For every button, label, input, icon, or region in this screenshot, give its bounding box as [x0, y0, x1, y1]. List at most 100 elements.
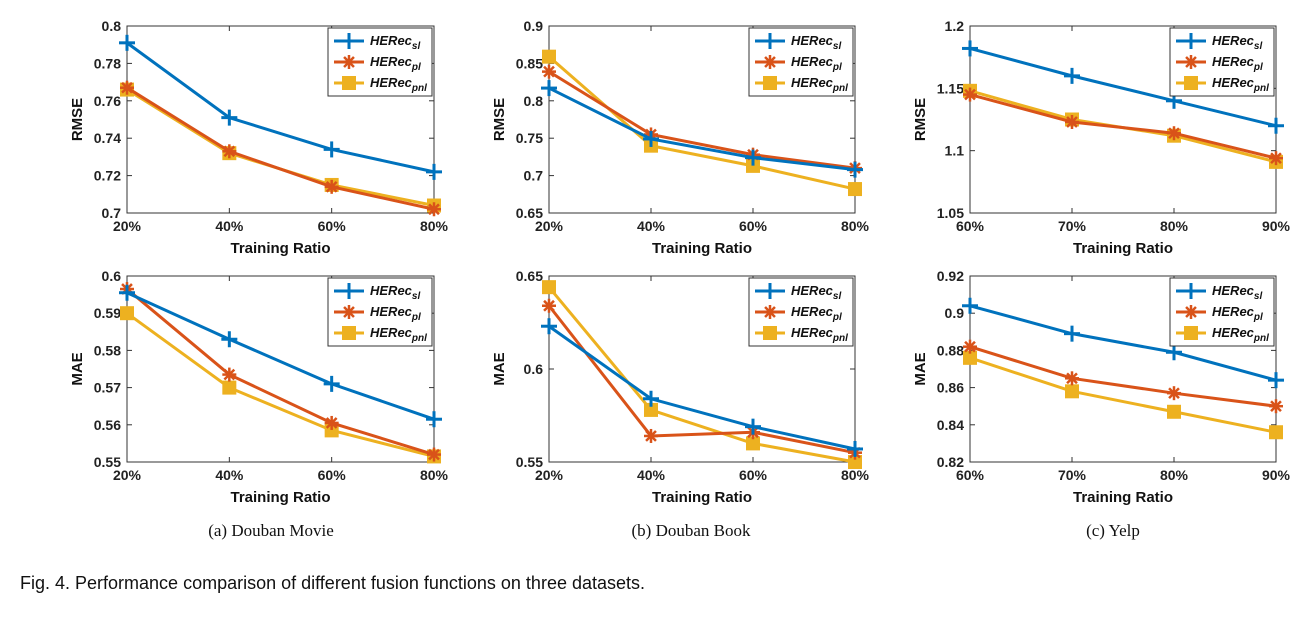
series-line-pnl	[547, 286, 856, 464]
y-axis-label: RMSE	[69, 98, 86, 141]
x-tick-label: 40%	[215, 467, 244, 483]
x-tick-label: 60%	[318, 467, 347, 483]
y-tick-label: 0.58	[94, 342, 121, 358]
y-tick-label: 0.82	[937, 454, 964, 470]
chart-1: 0.7 0.72 0.74 0.76 0.78 0.8 20% 40% 60% 80% Traini…	[69, 18, 449, 257]
x-axis-label: Training Ratio	[1073, 489, 1173, 506]
series-line-sl	[548, 86, 856, 172]
legend-marker-pnl	[763, 76, 777, 90]
y-tick-label: 1.2	[945, 18, 965, 34]
legend: HERecsl HERecpl HERecpnl	[748, 277, 854, 347]
data-point-sl	[119, 34, 135, 51]
y-tick-label: 0.84	[937, 417, 964, 433]
legend-marker-pl	[763, 305, 777, 319]
legend-marker-pl	[1184, 55, 1198, 69]
legend-marker-pl	[1184, 305, 1198, 319]
data-point-sl	[541, 318, 557, 335]
x-axis-label: Training Ratio	[652, 489, 752, 506]
data-point-pl	[222, 144, 237, 159]
legend-label-sl: HERecsl	[370, 283, 420, 302]
data-point-sl	[745, 149, 761, 166]
data-point-pl	[1065, 114, 1079, 129]
legend-label-pl: HERecpl	[791, 54, 842, 73]
legend: HERecsl HERecpl HERecpnl	[1169, 277, 1275, 347]
data-point-pnl	[1167, 404, 1181, 419]
subcaption-douban-movie: (a) Douban Movie	[208, 521, 334, 540]
chart-3: 1.05 1.1 1.15 1.2 60% 70% 80% 90% Training Ratio…	[912, 18, 1291, 257]
y-tick-label: 0.86	[937, 380, 964, 396]
series-line-pl	[969, 345, 1277, 408]
legend-marker-sl	[762, 283, 778, 299]
y-tick-label: 0.65	[516, 268, 543, 284]
series-line-sl	[126, 291, 435, 421]
y-tick-label: 1.15	[937, 80, 964, 96]
series-line-pl	[547, 304, 856, 455]
y-axis-label: MAE	[491, 352, 508, 385]
legend-label-sl: HERecsl	[1212, 283, 1262, 302]
data-point-sl	[221, 331, 238, 348]
x-tick-label: 60%	[739, 467, 768, 483]
x-tick-label: 60%	[739, 218, 768, 234]
data-point-sl	[1268, 372, 1284, 389]
legend-label-pnl: HERecpnl	[1212, 325, 1269, 344]
x-tick-label: 20%	[535, 218, 564, 234]
data-point-pnl	[1269, 425, 1283, 440]
y-tick-label: 0.55	[94, 454, 121, 470]
y-tick-label: 0.74	[94, 130, 121, 146]
data-point-pl	[1167, 386, 1181, 401]
x-axis-label: Training Ratio	[230, 240, 330, 257]
data-point-pl	[542, 298, 556, 313]
y-tick-label: 0.78	[94, 55, 121, 71]
legend-label-pnl: HERecpnl	[370, 325, 427, 344]
series-line-pl	[548, 70, 856, 170]
data-point-pnl	[542, 49, 556, 64]
legend-marker-sl	[762, 33, 778, 49]
series-line-pl	[969, 93, 1277, 160]
legend-marker-pnl	[342, 326, 356, 340]
y-tick-label: 0.92	[937, 268, 964, 284]
legend-marker-sl	[1183, 33, 1199, 49]
data-point-pl	[427, 447, 441, 462]
legend-marker-sl	[341, 33, 357, 49]
data-point-pl	[324, 415, 339, 430]
legend-label-pl: HERecpl	[370, 54, 421, 73]
x-tick-label: 70%	[1058, 218, 1087, 234]
x-tick-label: 40%	[215, 218, 244, 234]
series-line-pl	[126, 86, 435, 211]
data-point-sl	[962, 40, 978, 57]
y-tick-label: 0.85	[516, 55, 543, 71]
data-point-sl	[1064, 67, 1080, 84]
y-tick-label: 0.6	[102, 268, 122, 284]
legend-marker-pl	[342, 55, 356, 69]
series-line-sl	[548, 324, 856, 451]
chart-2: 0.65 0.7 0.75 0.8 0.85 0.9 20% 40% 60% 80% Trainin…	[491, 18, 870, 257]
legend-label-sl: HERecsl	[370, 33, 420, 52]
legend-label-pl: HERecpl	[791, 304, 842, 323]
y-tick-label: 0.59	[94, 305, 121, 321]
series-line-sl	[126, 41, 435, 174]
subcaption-yelp: (c) Yelp	[1086, 521, 1140, 540]
legend-label-pnl: HERecpnl	[791, 325, 848, 344]
y-axis-label: MAE	[69, 352, 86, 385]
data-point-pl	[427, 202, 441, 217]
y-tick-label: 0.7	[524, 168, 544, 184]
series-line-pl	[126, 287, 435, 456]
x-tick-label: 60%	[318, 218, 347, 234]
chart-4: 0.55 0.56 0.57 0.58 0.59 0.6 20% 40% 60% 80% Train…	[69, 268, 449, 506]
legend-label-pl: HERecpl	[1212, 304, 1263, 323]
x-axis-label: Training Ratio	[1073, 240, 1173, 257]
legend: HERecsl HERecpl HERecpnl	[327, 27, 433, 97]
chart-6: 0.82 0.84 0.86 0.88 0.9 0.92 60% 70% 80% 90% Train…	[912, 268, 1291, 506]
legend-label-sl: HERecsl	[791, 283, 841, 302]
x-axis-label: Training Ratio	[652, 240, 752, 257]
x-tick-label: 20%	[113, 218, 142, 234]
data-point-pnl	[120, 306, 134, 321]
legend-label-pnl: HERecpnl	[1212, 75, 1269, 94]
x-tick-label: 70%	[1058, 467, 1087, 483]
legend-marker-pnl	[1184, 326, 1198, 340]
data-point-pl	[1269, 151, 1283, 166]
data-point-pl	[644, 428, 658, 443]
x-tick-label: 90%	[1262, 218, 1291, 234]
legend-label-pl: HERecpl	[1212, 54, 1263, 73]
